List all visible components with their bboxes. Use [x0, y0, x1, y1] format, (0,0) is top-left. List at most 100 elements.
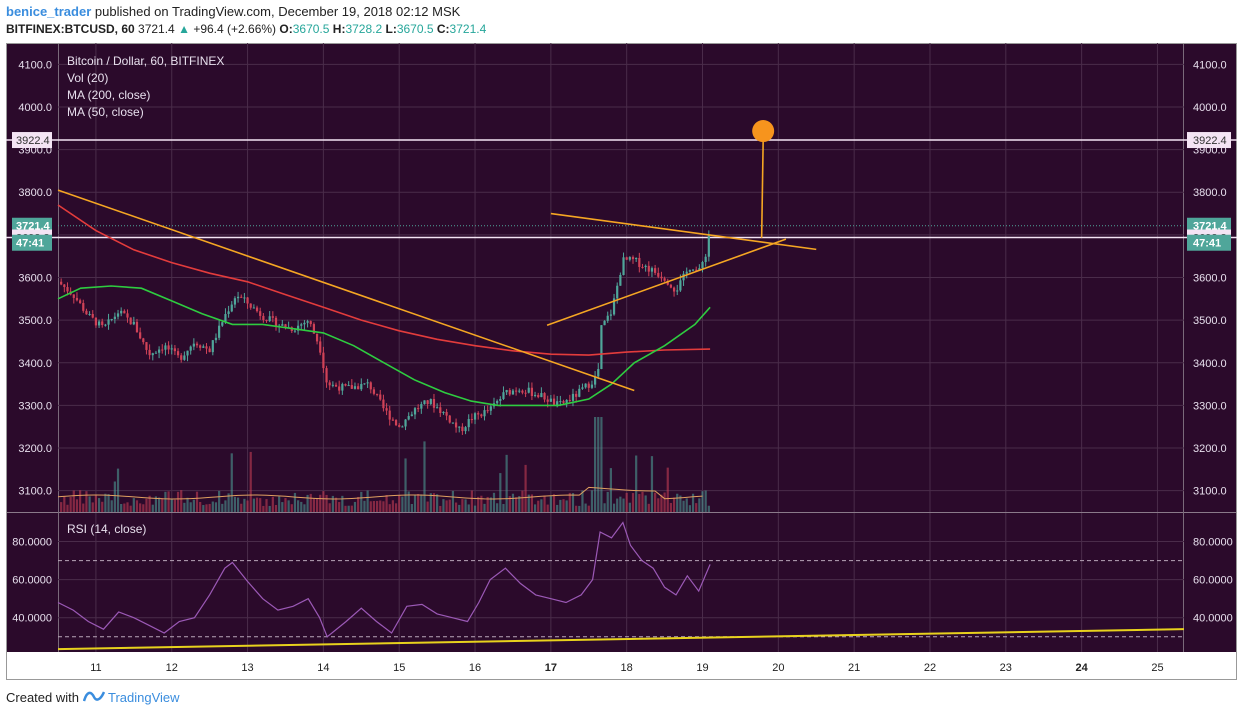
candle-body: [157, 349, 161, 353]
volume-bar: [293, 492, 297, 512]
volume-bar: [492, 492, 496, 512]
volume-bar: [413, 494, 417, 512]
volume-bar: [467, 504, 470, 512]
candle-body: [101, 321, 104, 326]
x-tick-label: 14: [317, 662, 329, 674]
volume-bar: [635, 455, 638, 512]
x-tick-label: 11: [90, 662, 101, 674]
volume-bar: [91, 502, 94, 512]
candle-body: [641, 266, 644, 268]
volume-bar: [107, 494, 110, 512]
candle-body: [385, 408, 388, 411]
volume-bar: [135, 500, 139, 512]
volume-bar: [176, 491, 180, 512]
candle-body: [420, 404, 423, 409]
volume-bar: [278, 496, 281, 512]
candle-body: [66, 287, 69, 292]
x-tick-label: 23: [1000, 662, 1012, 674]
candle-body: [660, 276, 663, 279]
candle-body: [647, 265, 650, 272]
volume-bar: [638, 493, 641, 512]
candle-body: [473, 413, 477, 420]
candle-body: [600, 325, 603, 369]
candle-body: [72, 294, 75, 298]
candle-body: [75, 297, 79, 301]
volume-bar: [347, 505, 350, 512]
price-label-right-bg: [1187, 234, 1231, 251]
volume-bar: [401, 496, 404, 512]
candle-body: [448, 415, 451, 423]
candle-body: [195, 343, 199, 346]
ma50-line: [57, 285, 711, 407]
candle-body: [312, 324, 316, 334]
candle-body: [672, 287, 676, 292]
publisher-line: benice_trader published on TradingView.c…: [6, 4, 460, 19]
candle-body: [63, 284, 66, 288]
x-tick-label: 19: [696, 662, 708, 674]
candle-body: [344, 384, 347, 386]
candle-body: [682, 273, 685, 281]
candle-body: [628, 257, 631, 260]
x-tick-label: 18: [621, 662, 633, 674]
volume-bar: [524, 464, 527, 512]
x-tick-label: 13: [241, 662, 253, 674]
volume-bar: [385, 495, 388, 512]
candle-body: [691, 269, 695, 271]
volume-bar: [606, 491, 609, 512]
candle-body: [695, 269, 698, 271]
candle-body: [650, 268, 654, 272]
candle-body: [423, 400, 426, 405]
candle-body: [151, 353, 154, 356]
publisher-username[interactable]: benice_trader: [6, 4, 92, 19]
price-change: +96.4 (+2.66%): [193, 22, 277, 36]
candle-body: [331, 384, 334, 386]
candle-body: [552, 398, 556, 405]
volume-bar: [587, 505, 590, 512]
volume-bar: [211, 501, 214, 512]
volume-bar: [331, 495, 334, 512]
volume-bar: [657, 498, 660, 512]
volume-bar: [672, 497, 676, 512]
volume-bar: [202, 505, 205, 512]
y-tick-label-right: 3100.0: [1193, 486, 1227, 498]
y-tick-label-right: 4100.0: [1193, 59, 1227, 71]
volume-bar: [309, 493, 312, 512]
candle-body: [593, 376, 597, 385]
candle-body: [176, 351, 180, 356]
candle-body: [236, 296, 240, 299]
footer: Created with TradingView: [6, 689, 180, 706]
volume-bar: [186, 497, 189, 512]
tradingview-logo-icon[interactable]: [82, 689, 106, 706]
volume-bar: [420, 494, 423, 512]
volume-bar: [480, 495, 483, 512]
volume-bar: [505, 454, 508, 512]
last-price: 3721.4: [138, 22, 175, 36]
candle-body: [189, 346, 192, 351]
candle-body: [132, 321, 135, 325]
candle-body: [562, 401, 565, 403]
y-tick-label-left: 3200.0: [18, 443, 52, 455]
volume-bar: [113, 481, 116, 512]
candle-body: [173, 348, 177, 352]
candle-body: [224, 314, 227, 323]
volume-bar: [571, 493, 575, 512]
tradingview-brand-link[interactable]: TradingView: [107, 690, 180, 705]
candle-body: [252, 307, 255, 309]
candle-body: [622, 257, 625, 276]
candle-body: [199, 345, 202, 348]
volume-bar: [410, 504, 413, 512]
volume-bar: [85, 491, 88, 512]
candle-body: [161, 349, 164, 351]
candle-body: [707, 234, 710, 257]
volume-bar: [442, 499, 445, 512]
volume-bar: [464, 499, 467, 512]
rsi-tick-label-left: 80.0000: [12, 537, 52, 549]
volume-bar: [148, 495, 151, 512]
candle-body: [549, 398, 552, 402]
candle-body: [303, 322, 306, 325]
candle-body: [167, 345, 170, 350]
y-tick-label-right: 3600.0: [1193, 273, 1227, 285]
candle-body: [612, 298, 616, 315]
candle-body: [575, 393, 578, 397]
